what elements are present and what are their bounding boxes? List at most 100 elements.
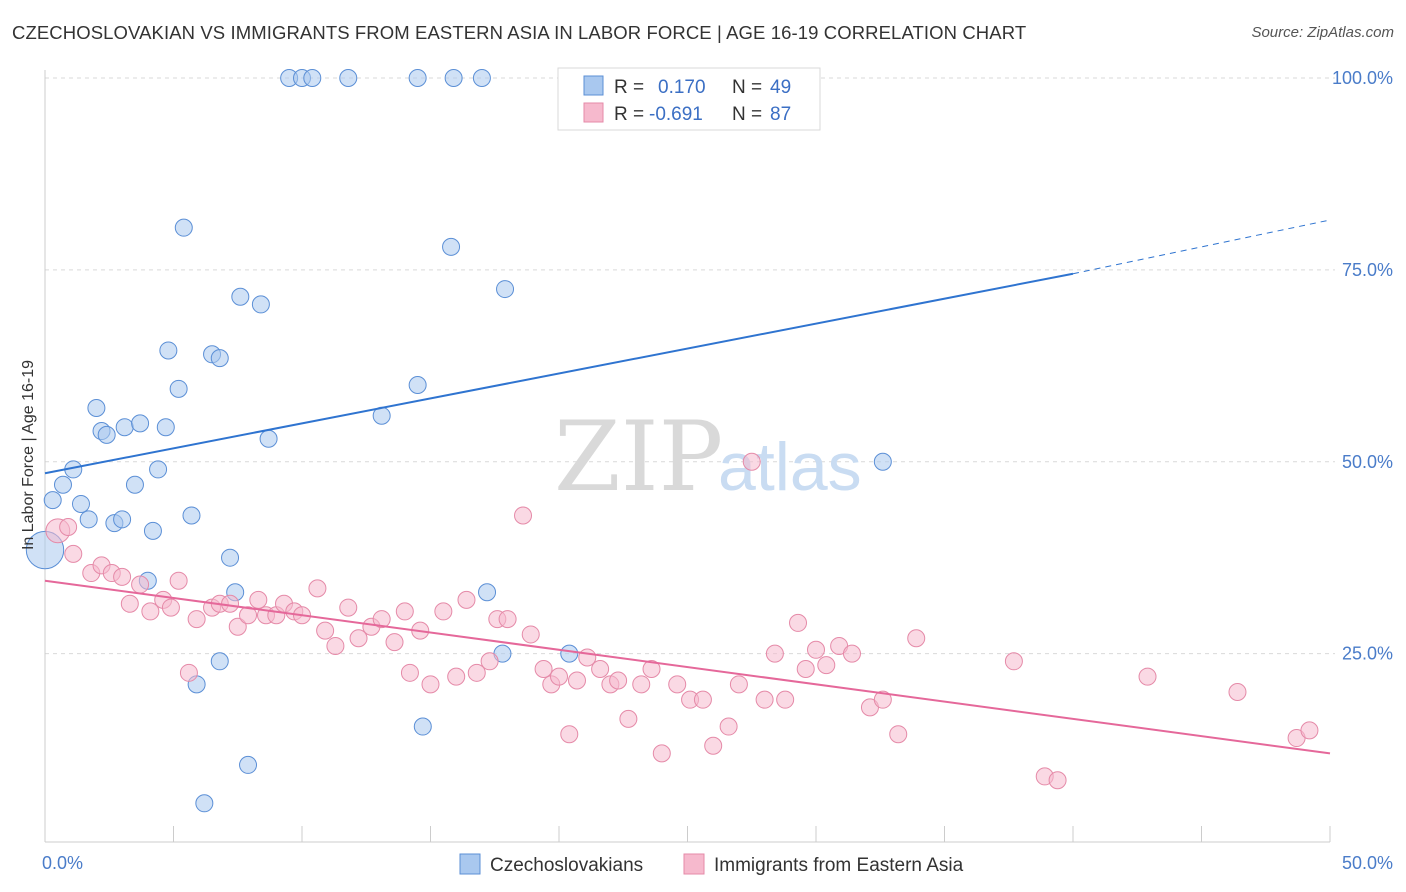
point-s0-38 <box>408 376 427 394</box>
point-s1-65 <box>729 675 748 694</box>
point-s0-43 <box>472 69 491 87</box>
point-s1-35 <box>400 663 419 682</box>
point-s1-17 <box>221 594 240 613</box>
point-s1-77 <box>873 690 892 709</box>
point-s1-37 <box>421 675 440 694</box>
point-s1-8 <box>131 575 150 594</box>
point-s1-83 <box>1138 667 1157 686</box>
point-s1-42 <box>480 652 499 671</box>
point-s1-38 <box>434 602 453 621</box>
point-s1-64 <box>719 717 738 736</box>
trend-lines <box>44 219 1331 755</box>
legend-swatch-immigrants <box>683 853 705 875</box>
point-s1-33 <box>385 633 404 652</box>
point-s1-32 <box>372 610 391 629</box>
point-s0-2 <box>53 475 72 494</box>
point-s1-80 <box>1004 652 1023 671</box>
grid-lines <box>45 77 1335 655</box>
point-s0-5 <box>79 510 98 529</box>
point-s0-8 <box>97 425 116 444</box>
point-s0-27 <box>221 548 240 567</box>
point-s1-9 <box>141 602 160 621</box>
point-s0-36 <box>339 69 358 87</box>
point-s1-47 <box>534 659 553 678</box>
point-s1-45 <box>514 506 533 525</box>
stats-n-label-2: N = <box>732 104 762 125</box>
point-s1-27 <box>316 621 335 640</box>
stats-swatch-pink <box>583 102 604 123</box>
axes <box>44 70 1331 843</box>
point-s1-56 <box>619 709 638 728</box>
point-s1-62 <box>693 690 712 709</box>
point-s1-30 <box>349 629 368 648</box>
point-s0-32 <box>259 429 278 448</box>
series-immigrants-eastern-asia-points <box>45 452 1319 790</box>
point-s1-41 <box>467 663 486 682</box>
point-s1-12 <box>169 571 188 590</box>
point-s0-47 <box>560 644 579 663</box>
point-s1-84 <box>1228 683 1247 701</box>
point-s1-34 <box>395 602 414 621</box>
point-s1-51 <box>567 671 586 690</box>
y-tick-label-25: 25.0% <box>1342 644 1393 664</box>
point-s1-63 <box>704 736 723 755</box>
point-s0-18 <box>159 341 178 360</box>
point-s1-66 <box>742 452 761 471</box>
point-s0-15 <box>143 521 162 540</box>
x-tick-label-max: 50.0% <box>1342 853 1393 873</box>
point-s0-30 <box>239 755 258 774</box>
stats-n-value-2: 87 <box>770 104 791 125</box>
point-s0-16 <box>149 460 168 479</box>
legend-label-immigrants: Immigrants from Eastern Asia <box>714 855 964 876</box>
point-s1-29 <box>339 598 358 617</box>
stats-r-label-1: R = <box>614 77 644 98</box>
point-s0-12 <box>125 475 144 494</box>
point-s1-44 <box>498 610 517 629</box>
point-s0-4 <box>71 494 90 513</box>
point-s1-18 <box>228 617 247 636</box>
stats-r-value-2: -0.691 <box>649 104 703 125</box>
point-s0-29 <box>231 287 250 306</box>
stats-n-label-1: N = <box>732 77 762 98</box>
point-s1-86 <box>1300 721 1319 740</box>
point-s0-20 <box>174 218 193 237</box>
point-s0-44 <box>478 583 497 602</box>
stats-swatch-blue <box>583 75 604 96</box>
point-s0-23 <box>195 794 214 813</box>
point-s0-42 <box>444 69 463 87</box>
point-s1-55 <box>609 671 628 690</box>
point-s0-25 <box>210 349 229 368</box>
point-s1-13 <box>179 663 198 682</box>
stats-r-value-1: 0.170 <box>658 77 706 98</box>
point-s1-1 <box>59 517 78 536</box>
watermark-zip: ZIP <box>554 401 723 513</box>
point-s1-49 <box>550 667 568 686</box>
point-s0-19 <box>169 379 188 398</box>
point-s1-67 <box>755 690 774 709</box>
point-s1-73 <box>817 656 836 675</box>
point-s1-60 <box>668 675 687 694</box>
point-s1-79 <box>907 629 926 648</box>
legend: Czechoslovakians Immigrants from Eastern… <box>459 853 964 876</box>
point-s1-46 <box>521 625 540 644</box>
point-s1-70 <box>789 613 808 632</box>
x-tick-label-min: 0.0% <box>42 853 83 873</box>
chart-title: CZECHOSLOVAKIAN VS IMMIGRANTS FROM EASTE… <box>12 22 1027 43</box>
point-s0-26 <box>210 652 229 671</box>
point-s1-19 <box>239 606 258 625</box>
point-s1-11 <box>161 598 180 617</box>
point-s1-68 <box>765 644 784 663</box>
point-s1-75 <box>842 644 861 663</box>
point-s1-50 <box>560 725 579 744</box>
point-s0-35 <box>303 69 322 87</box>
point-s0-39 <box>408 69 427 87</box>
point-s1-28 <box>326 636 345 655</box>
point-s0-1 <box>43 491 62 510</box>
point-s0-40 <box>413 717 432 736</box>
point-s0-17 <box>156 418 175 437</box>
point-s1-59 <box>652 744 671 763</box>
trend-line-s0 <box>44 272 1074 475</box>
y-tick-labels: 25.0% 50.0% 75.0% 100.0% <box>1332 68 1393 664</box>
point-s0-11 <box>115 418 134 437</box>
stats-r-label-2: R = <box>614 104 644 125</box>
